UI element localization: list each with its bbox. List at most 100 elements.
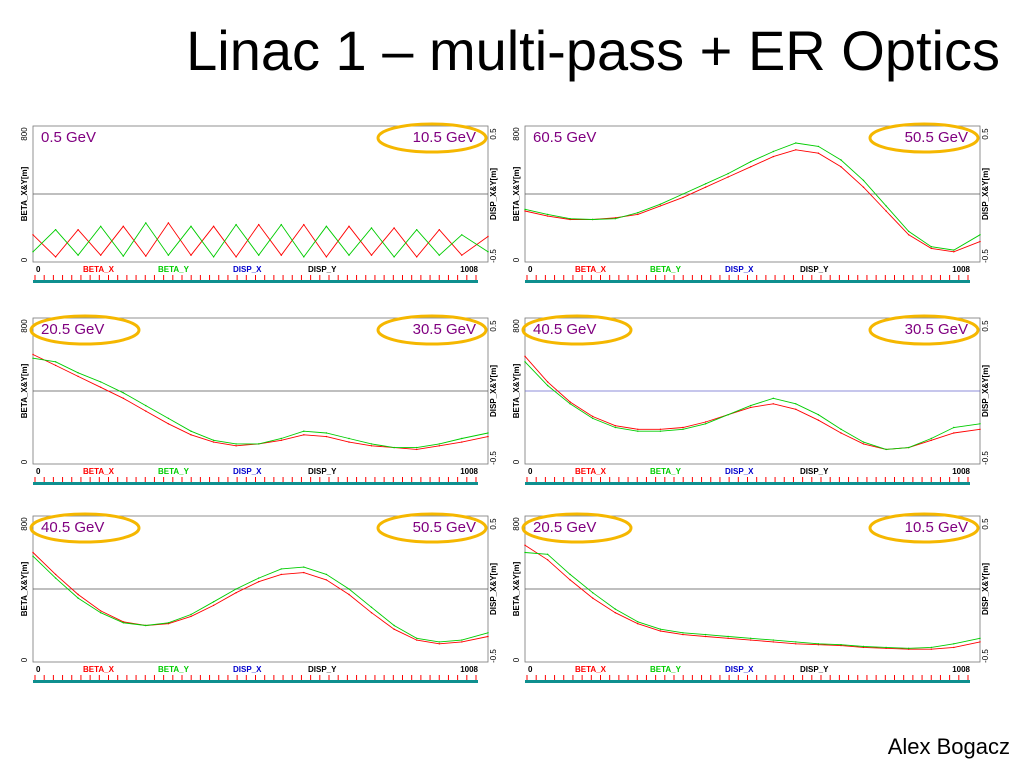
data-point: [190, 613, 192, 616]
data-point: [370, 606, 373, 608]
data-point: [370, 254, 373, 256]
data-point: [461, 254, 463, 256]
y-left-axis-label: BETA_X&Y[m]: [20, 363, 29, 418]
beamline-strip: [33, 680, 478, 683]
legend-beta-x: BETA_X: [83, 467, 115, 476]
data-point: [235, 256, 237, 258]
data-point: [190, 254, 192, 256]
legend-disp-x: DISP_X: [233, 665, 262, 674]
data-point: [122, 397, 125, 399]
data-point: [546, 215, 549, 217]
y-right-axis-label: DISP_X&Y[m]: [981, 365, 990, 417]
data-point: [592, 592, 594, 594]
data-point: [258, 254, 260, 256]
highlight-oval-left: [29, 512, 141, 544]
data-point: [100, 386, 102, 388]
data-point: [795, 142, 797, 144]
data-point: [930, 439, 932, 441]
optics-panel-1: 800 0 BETA_X&Y[m] 0.5 -0.5 DISP_X&Y[m] 0 1008 BE…: [18, 120, 508, 297]
data-point: [862, 443, 865, 445]
x-tick-end: 1008: [460, 665, 478, 674]
data-point: [325, 256, 328, 258]
legend-disp-x: DISP_X: [725, 665, 754, 674]
data-point: [438, 445, 440, 447]
optics-chart-5: 800 0 BETA_X&Y[m] 0.5 -0.5 DISP_X&Y[m] 0 1008 BE…: [20, 512, 498, 683]
y-left-axis-label: BETA_X&Y[m]: [20, 166, 29, 221]
x-tick-end: 1008: [952, 265, 970, 274]
legend-disp-y: DISP_Y: [308, 265, 337, 274]
data-point: [325, 225, 328, 227]
energy-label-left: 20.5 GeV: [533, 519, 596, 536]
data-point: [348, 441, 350, 443]
data-point: [979, 637, 981, 639]
data-point: [840, 428, 842, 430]
data-point: [885, 448, 887, 451]
data-point: [54, 256, 57, 258]
data-point: [32, 555, 34, 557]
x-tick-end: 1008: [952, 467, 970, 476]
data-point: [885, 210, 887, 212]
data-point: [190, 225, 192, 227]
data-point: [885, 646, 887, 649]
data-point: [235, 223, 237, 226]
legend-disp-y: DISP_Y: [800, 665, 829, 674]
data-point: [416, 229, 418, 231]
data-point: [637, 213, 639, 216]
x-tick-start: 0: [36, 665, 41, 674]
legend-beta-y: BETA_Y: [158, 467, 190, 476]
y-right-tick-min: -0.5: [489, 649, 498, 663]
x-tick-start: 0: [36, 467, 41, 476]
data-point: [235, 588, 237, 590]
data-point: [167, 423, 170, 425]
data-point: [569, 573, 571, 576]
y-right-tick-max: 0.5: [981, 128, 990, 140]
data-point: [704, 635, 707, 638]
data-point: [54, 229, 57, 231]
energy-label-left: 40.5 GeV: [41, 519, 104, 536]
data-point: [100, 225, 102, 227]
highlight-oval-left: [29, 314, 141, 346]
highlight-oval-left: [521, 512, 633, 544]
data-point: [100, 612, 102, 614]
data-point: [235, 445, 237, 447]
data-point: [487, 435, 489, 438]
data-point: [167, 622, 170, 624]
data-point: [592, 415, 594, 418]
data-point: [862, 186, 865, 188]
optics-panel-2: 800 0 BETA_X&Y[m] 0.5 -0.5 DISP_X&Y[m] 0 1008 BE…: [510, 120, 1000, 297]
data-point: [258, 443, 260, 445]
data-point: [637, 428, 639, 430]
legend-beta-x: BETA_X: [575, 265, 607, 274]
y-left-axis-label: BETA_X&Y[m]: [512, 561, 521, 616]
data-point: [795, 643, 797, 645]
data-point: [54, 364, 57, 367]
data-point: [795, 149, 797, 151]
y-right-tick-max: 0.5: [981, 518, 990, 530]
optics-panel-6: 800 0 BETA_X&Y[m] 0.5 -0.5 DISP_X&Y[m] 0 1008 BE…: [510, 510, 1000, 697]
data-point: [659, 203, 662, 205]
data-point: [930, 246, 932, 248]
legend-disp-y: DISP_Y: [800, 265, 829, 274]
data-point: [704, 421, 707, 423]
data-point: [167, 417, 170, 420]
data-point: [682, 426, 684, 429]
data-point: [280, 439, 282, 441]
data-point: [235, 443, 237, 445]
energy-label-left: 60.5 GeV: [533, 129, 596, 146]
data-point: [212, 441, 215, 443]
data-point: [862, 179, 865, 182]
data-point: [953, 251, 955, 253]
beamline-strip: [525, 280, 970, 283]
optics-chart-3: 800 0 BETA_X&Y[m] 0.5 -0.5 DISP_X&Y[m] 0 1008 BE…: [20, 314, 498, 485]
data-point: [862, 441, 865, 443]
data-point: [637, 212, 639, 214]
energy-label-left: 40.5 GeV: [533, 321, 596, 338]
legend-beta-y: BETA_Y: [650, 467, 682, 476]
data-point: [416, 637, 418, 639]
data-point: [280, 437, 282, 440]
data-point: [930, 646, 932, 649]
data-point: [280, 223, 282, 226]
data-point: [100, 254, 102, 256]
x-tick-start: 0: [528, 467, 533, 476]
data-point: [772, 397, 774, 399]
